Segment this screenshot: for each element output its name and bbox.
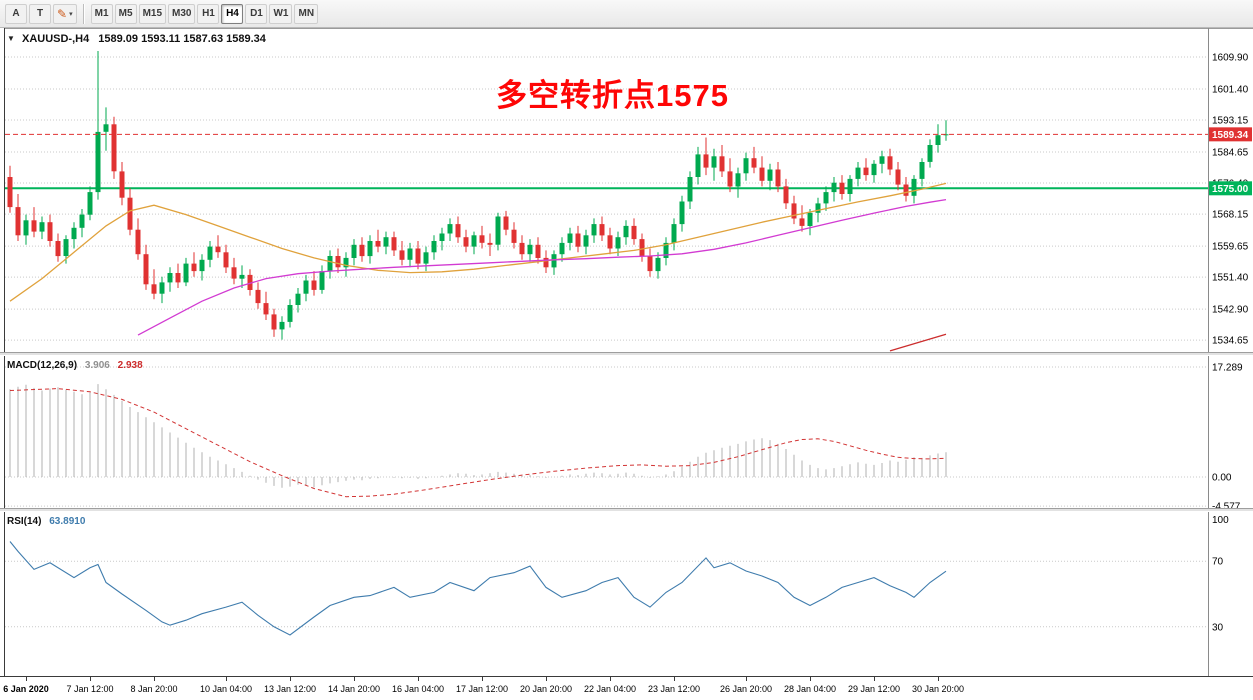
- time-tick: [418, 677, 419, 681]
- time-axis-label: 6 Jan 2020: [3, 684, 49, 694]
- collapse-triangle-icon[interactable]: ▼: [7, 34, 15, 43]
- time-tick: [26, 677, 27, 681]
- price-axis-label: 1609.90: [1212, 52, 1249, 63]
- time-axis-label: 14 Jan 20:00: [327, 684, 381, 694]
- time-tick: [610, 677, 611, 681]
- time-tick: [154, 677, 155, 681]
- time-axis-label: 7 Jan 12:00: [66, 684, 114, 694]
- time-axis-label: 28 Jan 04:00: [783, 684, 837, 694]
- chart-annotation-text[interactable]: 多空转折点1575: [496, 78, 729, 113]
- dropdown-arrow-icon[interactable]: ▾: [69, 10, 73, 18]
- price-tag-1575-label: 1575.00: [1212, 184, 1249, 195]
- chart-window: 1609.901601.401593.151584.651576.401568.…: [0, 28, 1253, 700]
- time-tick: [226, 677, 227, 681]
- symbol-ohlc-line: ▼ XAUUSD-,H4 1589.09 1593.11 1587.63 158…: [7, 33, 266, 45]
- ohlc-values: 1589.09 1593.11 1587.63 1589.34: [98, 33, 266, 45]
- macd-axis-label: -4.577: [1212, 502, 1241, 508]
- timeframe-buttons-group: M1 M5 M15 M30 H1 H4 D1 W1 MN: [90, 3, 319, 24]
- rsi-axis-label: 30: [1212, 622, 1224, 633]
- ma-fast-orange: [9, 182, 947, 302]
- macd-histogram: [9, 384, 947, 488]
- toolbar: A T ✎ ▾ M1 M5 M15 M30 H1 H4 D1 W1 MN: [0, 0, 1253, 28]
- macd-label-line: MACD(12,26,9) 3.906 2.938: [7, 360, 143, 371]
- current-price-tag: [1209, 127, 1252, 142]
- rsi-chart[interactable]: 100 70 30: [0, 512, 1253, 676]
- time-tick: [546, 677, 547, 681]
- macd-signal-line: [9, 388, 947, 498]
- timeframe-button-w1[interactable]: W1: [269, 3, 293, 24]
- time-axis-label: 29 Jan 12:00: [847, 684, 901, 694]
- rsi-axis-label: 70: [1212, 557, 1224, 568]
- candlestick-chart[interactable]: 1609.901601.401593.151584.651576.401568.…: [0, 28, 1253, 352]
- timeframe-button-mn[interactable]: MN: [294, 3, 319, 24]
- price-axis-label: 1534.65: [1212, 336, 1249, 347]
- time-axis-label: 13 Jan 12:00: [263, 684, 317, 694]
- price-axis-label: 1601.40: [1212, 84, 1249, 95]
- price-axis-label: 1551.40: [1212, 273, 1249, 284]
- time-tick: [290, 677, 291, 681]
- macd-axis-label: 17.289: [1212, 363, 1243, 374]
- time-tick: [354, 677, 355, 681]
- time-axis-label: 10 Jan 04:00: [199, 684, 253, 694]
- arrow-tool-button[interactable]: A: [5, 3, 27, 24]
- toolbar-separator: [82, 3, 85, 24]
- rsi-value: 63.8910: [49, 516, 86, 527]
- panel-divider-1[interactable]: [0, 352, 1253, 356]
- current-price-tag-label: 1589.34: [1212, 130, 1249, 141]
- time-tick: [90, 677, 91, 681]
- macd-value: 3.906: [84, 360, 110, 371]
- price-axis-label: 1559.65: [1212, 242, 1249, 253]
- timeframe-button-d1[interactable]: D1: [245, 3, 268, 24]
- rsi-label: RSI(14): [7, 516, 42, 527]
- price-axis-label: 1542.90: [1212, 305, 1249, 316]
- time-axis-label: 17 Jan 12:00: [455, 684, 509, 694]
- rsi-axis-label: 100: [1212, 515, 1229, 526]
- timeframe-button-h4[interactable]: H4: [221, 3, 244, 24]
- main-chart-panel: 1609.901601.401593.151584.651576.401568.…: [0, 28, 1253, 352]
- time-tick: [746, 677, 747, 681]
- timeframe-button-m5[interactable]: M5: [114, 3, 137, 24]
- price-gridlines: [5, 56, 1208, 341]
- ma-long-red: [889, 333, 947, 352]
- time-tick: [810, 677, 811, 681]
- time-axis-label: 16 Jan 04:00: [391, 684, 445, 694]
- candles: [7, 51, 949, 340]
- macd-panel: 17.289 0.00 -4.577 MACD(12,26,9) 3.906 2.9…: [0, 356, 1253, 508]
- time-axis-label: 26 Jan 20:00: [719, 684, 773, 694]
- panel-divider-2[interactable]: [0, 508, 1253, 512]
- time-tick: [482, 677, 483, 681]
- macd-axis-label: 0.00: [1212, 473, 1232, 484]
- time-tick: [674, 677, 675, 681]
- price-axis-label: 1593.15: [1212, 116, 1249, 127]
- text-tool-button[interactable]: T: [29, 3, 51, 24]
- time-axis-label: 30 Jan 20:00: [911, 684, 965, 694]
- timeframe-button-m15[interactable]: M15: [138, 3, 167, 24]
- ma-slow-magenta: [137, 198, 947, 336]
- timeframe-button-m1[interactable]: M1: [90, 3, 113, 24]
- price-axis-label: 1568.15: [1212, 210, 1249, 221]
- timeframe-button-h1[interactable]: H1: [197, 3, 220, 24]
- rsi-panel: 100 70 30 RSI(14) 63.8910: [0, 512, 1253, 676]
- drawing-tools-group: A T ✎ ▾: [4, 3, 78, 24]
- time-axis-label: 22 Jan 04:00: [583, 684, 637, 694]
- rsi-label-line: RSI(14) 63.8910: [7, 516, 85, 527]
- price-tag-1575: [1209, 181, 1252, 196]
- time-axis-label: 20 Jan 20:00: [519, 684, 573, 694]
- time-axis-label: 8 Jan 20:00: [130, 684, 178, 694]
- price-axis-label: 1584.65: [1212, 147, 1249, 158]
- symbol-title: XAUUSD-,H4: [21, 33, 90, 45]
- time-tick: [938, 677, 939, 681]
- crayon-tool-button[interactable]: ✎ ▾: [53, 3, 77, 24]
- macd-signal-value: 2.938: [117, 360, 143, 371]
- time-axis[interactable]: 6 Jan 2020 7 Jan 12:00 8 Jan 20:00 10 Jan 0…: [0, 676, 1253, 700]
- macd-label: MACD(12,26,9): [7, 360, 78, 371]
- rsi-line: [9, 541, 947, 636]
- macd-chart[interactable]: 17.289 0.00 -4.577: [0, 356, 1253, 508]
- timeframe-button-m30[interactable]: M30: [168, 3, 196, 24]
- time-axis-label: 23 Jan 12:00: [647, 684, 701, 694]
- time-tick: [874, 677, 875, 681]
